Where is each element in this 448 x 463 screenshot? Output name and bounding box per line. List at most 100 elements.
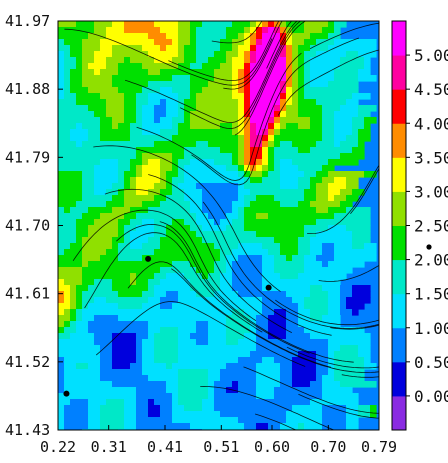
field-cell	[88, 231, 119, 238]
field-cell	[310, 291, 329, 298]
field-cell	[178, 291, 197, 298]
field-cell	[166, 105, 179, 112]
field-cell	[196, 321, 209, 328]
field-cell	[322, 375, 335, 382]
field-cell	[130, 183, 137, 190]
field-cell	[346, 207, 371, 214]
field-cell	[82, 237, 113, 244]
field-cell	[340, 381, 377, 388]
field-cell	[274, 141, 281, 148]
field-cell	[286, 309, 299, 316]
field-cell	[70, 321, 77, 328]
field-cell	[136, 279, 149, 286]
field-cell	[112, 381, 167, 388]
field-cell	[262, 27, 269, 34]
field-cell	[334, 69, 359, 76]
field-cell	[364, 57, 371, 64]
field-cell	[226, 225, 245, 232]
field-cell	[238, 339, 257, 346]
field-cell	[304, 171, 317, 178]
field-cell	[292, 45, 299, 52]
field-cell	[274, 237, 299, 244]
field-cell	[232, 21, 251, 28]
field-cell	[178, 99, 185, 106]
colorbar-label: 2.500	[414, 217, 448, 236]
field-cell	[292, 93, 299, 100]
field-cell	[364, 123, 371, 130]
field-cell	[124, 183, 131, 190]
field-cell	[172, 159, 179, 166]
field-cell	[268, 141, 275, 148]
field-cell	[268, 129, 275, 136]
field-cell	[226, 267, 233, 274]
field-cell	[280, 249, 299, 256]
field-cell	[262, 273, 281, 280]
field-cell	[340, 291, 353, 298]
field-cell	[304, 51, 317, 58]
field-cell	[136, 189, 149, 196]
field-cell	[298, 123, 311, 130]
field-cell	[244, 39, 251, 46]
field-cell	[322, 423, 347, 430]
field-cell	[136, 225, 155, 232]
streamline	[211, 21, 263, 44]
colorbar-segment	[392, 55, 406, 90]
field-cell	[208, 273, 221, 280]
field-cell	[178, 123, 191, 130]
field-cell	[292, 63, 299, 70]
field-cell	[226, 57, 233, 64]
colorbar-segment	[392, 191, 406, 226]
field-cell	[340, 303, 347, 310]
field-cell	[172, 411, 221, 418]
field-cell	[208, 57, 227, 64]
field-cell	[160, 159, 173, 166]
field-cell	[364, 357, 371, 364]
field-cell	[244, 51, 251, 58]
field-cell	[58, 165, 95, 172]
field-cell	[220, 369, 257, 376]
field-cell	[118, 87, 143, 94]
field-cell	[196, 33, 227, 40]
field-cell	[112, 333, 137, 340]
x-tick-label: 0.31	[91, 438, 127, 456]
field-cell	[154, 57, 173, 64]
field-cell	[118, 123, 131, 130]
field-cell	[238, 45, 251, 52]
field-cell	[334, 117, 353, 124]
streamlines	[64, 21, 379, 430]
field-cell	[226, 165, 239, 172]
field-cell	[346, 303, 365, 310]
field-cell	[322, 393, 359, 400]
field-cell	[58, 117, 101, 124]
field-cell	[88, 321, 149, 328]
field-cell	[220, 273, 233, 280]
field-cell	[250, 159, 257, 166]
field-cell	[64, 39, 83, 46]
field-cell	[286, 69, 293, 76]
field-cell	[250, 123, 257, 130]
field-cell	[70, 309, 77, 316]
field-cell	[232, 159, 239, 166]
field-cell	[304, 423, 323, 430]
field-cell	[310, 243, 323, 250]
field-cell	[358, 141, 365, 148]
streamline	[179, 21, 302, 130]
field-cell	[310, 117, 323, 124]
field-cell	[70, 87, 89, 94]
field-cell	[112, 339, 137, 346]
field-cell	[286, 51, 293, 58]
field-cell	[172, 303, 263, 310]
field-cell	[70, 333, 95, 340]
field-cell	[160, 45, 167, 52]
field-cell	[178, 27, 191, 34]
field-cell	[274, 147, 299, 154]
field-cell	[310, 33, 329, 40]
field-cell	[298, 423, 305, 430]
field-cell	[268, 165, 275, 172]
field-cell	[280, 381, 293, 388]
field-cell	[280, 123, 287, 130]
field-cell	[118, 69, 149, 76]
field-cell	[238, 75, 245, 82]
field-cell	[100, 363, 113, 370]
field-cell	[304, 195, 317, 202]
